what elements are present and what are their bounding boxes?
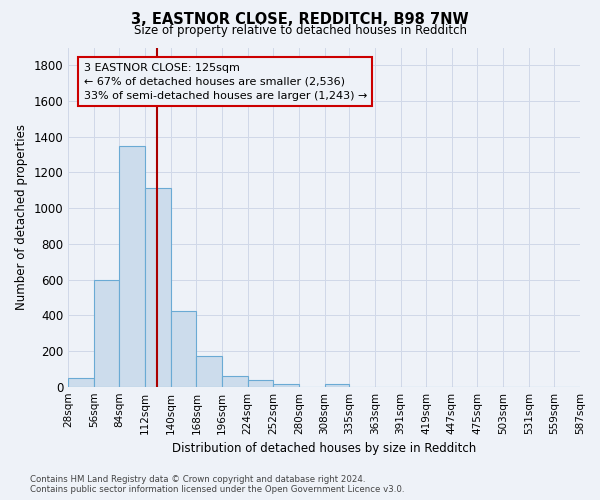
Text: 3 EASTNOR CLOSE: 125sqm
← 67% of detached houses are smaller (2,536)
33% of semi: 3 EASTNOR CLOSE: 125sqm ← 67% of detache… bbox=[83, 63, 367, 101]
Y-axis label: Number of detached properties: Number of detached properties bbox=[15, 124, 28, 310]
Bar bbox=[171, 311, 196, 386]
Text: 3, EASTNOR CLOSE, REDDITCH, B98 7NW: 3, EASTNOR CLOSE, REDDITCH, B98 7NW bbox=[131, 12, 469, 28]
Text: Contains HM Land Registry data © Crown copyright and database right 2024.
Contai: Contains HM Land Registry data © Crown c… bbox=[30, 474, 404, 494]
Bar bbox=[273, 384, 299, 386]
Bar bbox=[248, 380, 273, 386]
Bar bbox=[196, 356, 222, 386]
Bar bbox=[119, 146, 145, 386]
Text: Size of property relative to detached houses in Redditch: Size of property relative to detached ho… bbox=[133, 24, 467, 37]
X-axis label: Distribution of detached houses by size in Redditch: Distribution of detached houses by size … bbox=[172, 442, 476, 455]
Bar bbox=[145, 188, 171, 386]
Bar bbox=[222, 376, 248, 386]
Bar bbox=[325, 384, 349, 386]
Bar bbox=[94, 280, 119, 386]
Bar bbox=[68, 378, 94, 386]
